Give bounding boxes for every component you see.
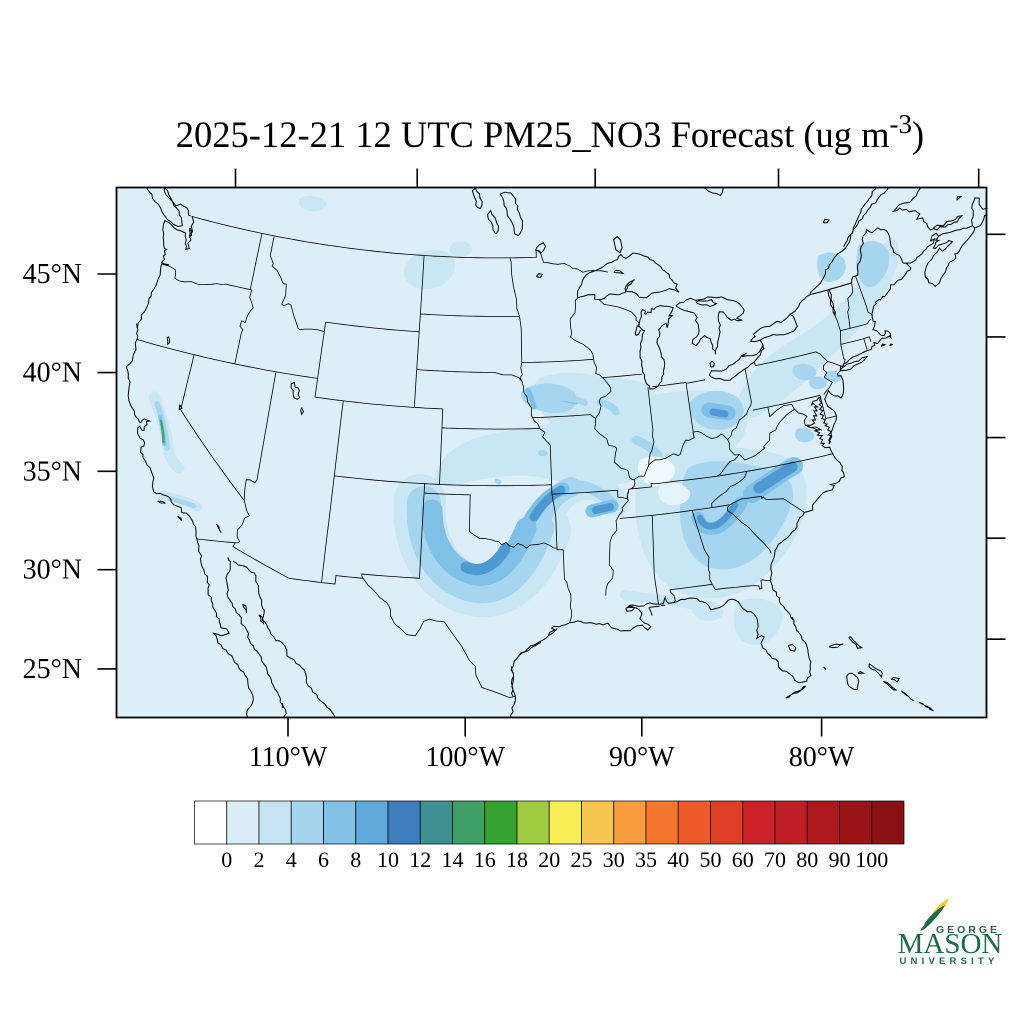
svg-text:2025-12-21 12 UTC PM25_NO3 For: 2025-12-21 12 UTC PM25_NO3 Forecast (ug …	[176, 109, 924, 155]
svg-text:UNIVERSITY: UNIVERSITY	[899, 956, 998, 967]
svg-text:90: 90	[829, 847, 851, 872]
svg-text:40: 40	[667, 847, 689, 872]
svg-text:16: 16	[474, 847, 496, 872]
svg-text:80°W: 80°W	[789, 742, 855, 773]
svg-text:2: 2	[254, 847, 265, 872]
svg-text:14: 14	[442, 847, 464, 872]
svg-text:MASON: MASON	[898, 928, 1003, 960]
svg-text:25: 25	[571, 847, 593, 872]
svg-text:10: 10	[377, 847, 399, 872]
svg-text:25°N: 25°N	[23, 654, 82, 685]
svg-text:40°N: 40°N	[23, 358, 82, 389]
svg-text:8: 8	[350, 847, 361, 872]
svg-text:6: 6	[318, 847, 329, 872]
svg-text:90°W: 90°W	[609, 742, 675, 773]
svg-text:70: 70	[764, 847, 786, 872]
svg-text:18: 18	[506, 847, 528, 872]
svg-text:45°N: 45°N	[23, 259, 82, 290]
svg-text:GEORGE: GEORGE	[936, 924, 1000, 936]
svg-text:50: 50	[700, 847, 722, 872]
svg-text:35°N: 35°N	[23, 456, 82, 487]
svg-text:12: 12	[409, 847, 431, 872]
svg-text:100°W: 100°W	[425, 742, 505, 773]
svg-text:20: 20	[538, 847, 560, 872]
svg-text:35: 35	[635, 847, 657, 872]
svg-text:0: 0	[221, 847, 232, 872]
svg-text:60: 60	[732, 847, 754, 872]
svg-text:4: 4	[286, 847, 297, 872]
svg-text:110°W: 110°W	[249, 742, 328, 773]
svg-text:100: 100	[855, 847, 888, 872]
svg-text:30: 30	[603, 847, 625, 872]
svg-text:30°N: 30°N	[23, 555, 82, 586]
svg-text:80: 80	[796, 847, 818, 872]
